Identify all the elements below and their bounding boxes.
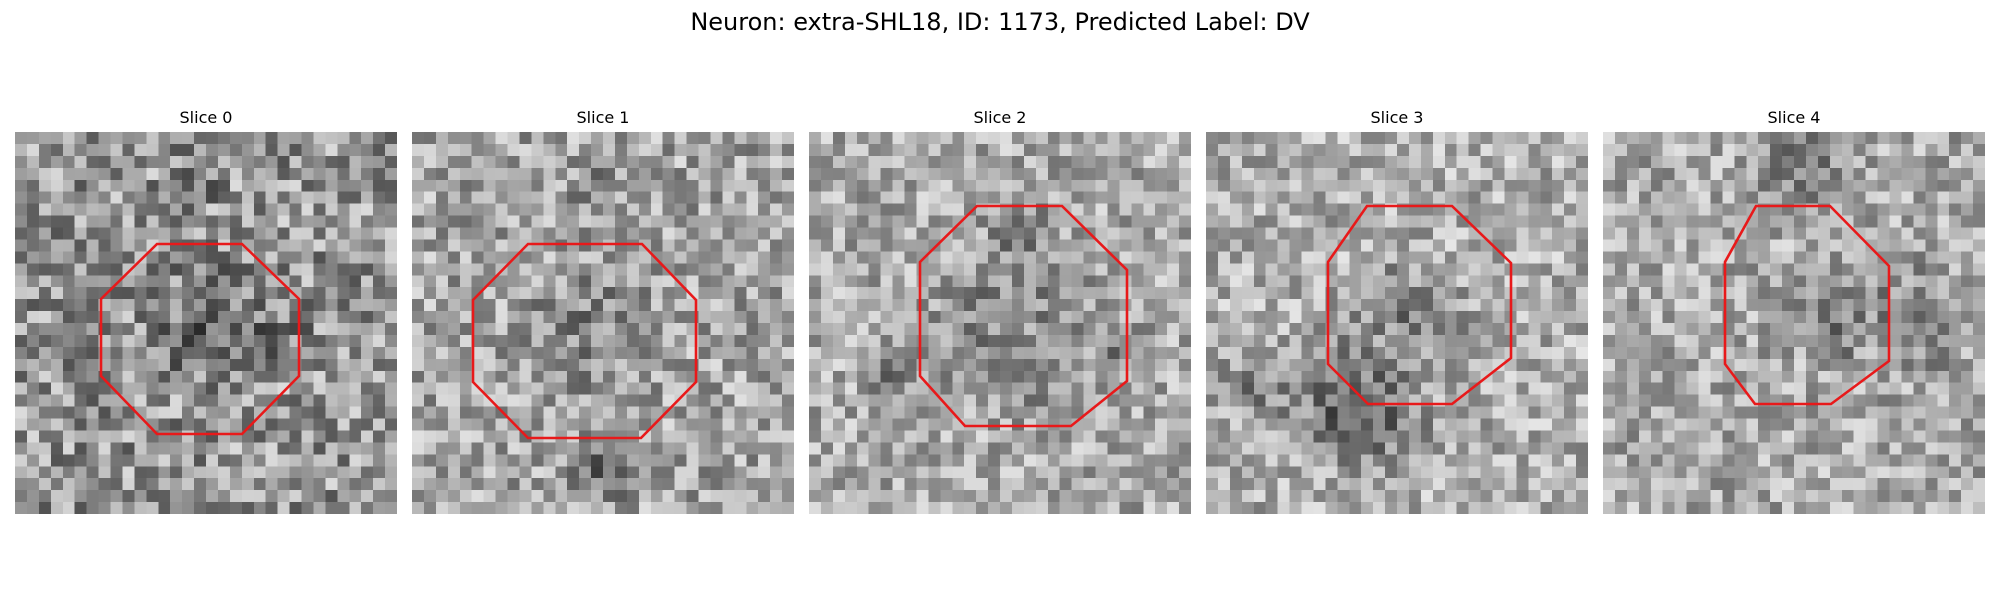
slice-image-1 <box>412 132 794 514</box>
slice-image-0 <box>15 132 397 514</box>
slice-image-4 <box>1603 132 1985 514</box>
slice-title-2: Slice 2 <box>973 108 1027 127</box>
slice-panel-2: Slice 2 <box>809 108 1191 514</box>
slice-title-0: Slice 0 <box>179 108 233 127</box>
slice-title-3: Slice 3 <box>1370 108 1424 127</box>
figure-title: Neuron: extra-SHL18, ID: 1173, Predicted… <box>690 8 1310 36</box>
slice-title-4: Slice 4 <box>1767 108 1821 127</box>
slice-panel-3: Slice 3 <box>1206 108 1588 514</box>
slice-image-2 <box>809 132 1191 514</box>
slice-panel-4: Slice 4 <box>1603 108 1985 514</box>
slice-panel-1: Slice 1 <box>412 108 794 514</box>
slice-panel-0: Slice 0 <box>15 108 397 514</box>
slice-image-3 <box>1206 132 1588 514</box>
slice-title-1: Slice 1 <box>576 108 630 127</box>
